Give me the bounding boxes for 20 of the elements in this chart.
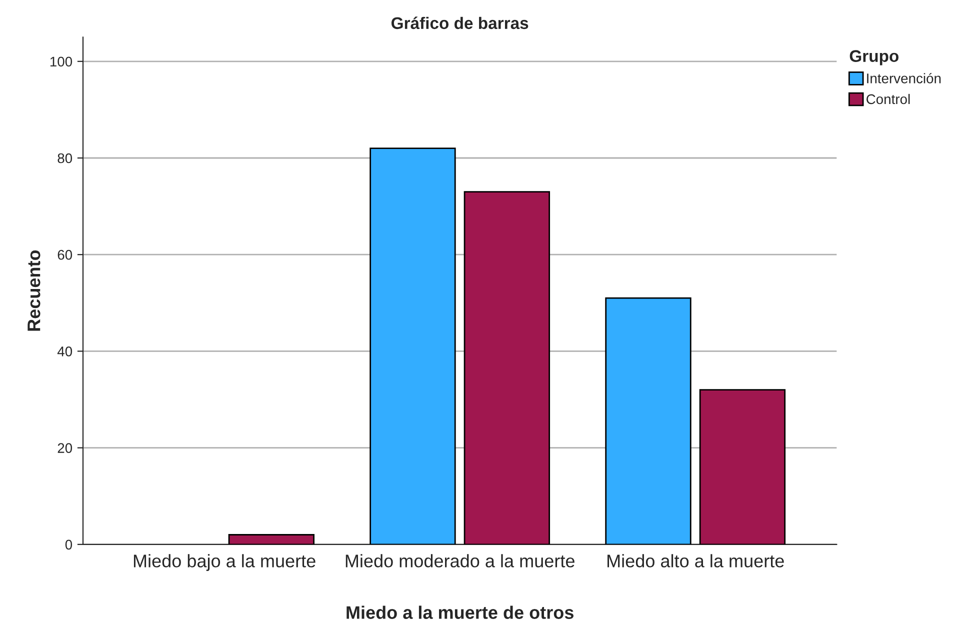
bar xyxy=(464,191,550,544)
bar xyxy=(699,389,786,544)
chart-title: Gráfico de barras xyxy=(392,16,528,30)
bar xyxy=(605,297,692,544)
y-axis-title: Recuento xyxy=(28,250,40,331)
legend-label: Control xyxy=(866,94,910,104)
bar xyxy=(228,534,314,544)
x-axis-title: Miedo a la muerte de otros xyxy=(346,606,574,619)
legend-label: Intervención xyxy=(867,72,941,84)
legend-title: Grupo xyxy=(850,50,898,66)
y-tick-label: 100 xyxy=(50,56,72,67)
y-tick-label: 0 xyxy=(65,540,72,550)
y-tick-label: 80 xyxy=(58,153,72,164)
y-tick-label: 20 xyxy=(58,443,72,453)
bar xyxy=(370,148,456,544)
y-tick-label: 40 xyxy=(57,346,72,356)
x-tick-label: Miedo bajo a la muerte xyxy=(134,554,316,571)
x-tick-label: Miedo alto a la muerte xyxy=(608,554,784,568)
x-tick-label: Miedo moderado a la muerte xyxy=(346,554,574,568)
y-tick-label: 60 xyxy=(58,250,72,260)
